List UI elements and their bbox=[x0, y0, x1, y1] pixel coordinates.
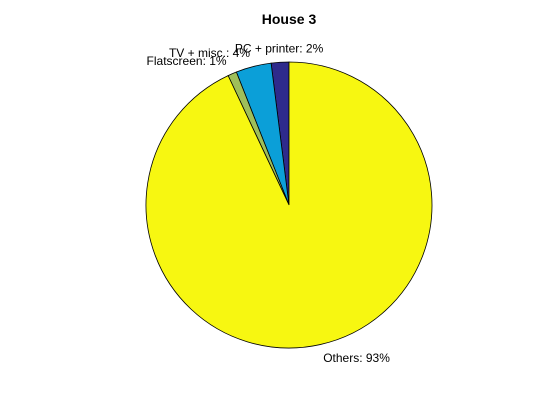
pie-slices bbox=[145, 61, 433, 349]
pie-labels: PC + printer: 2%TV + misc.: 4%Flatscreen… bbox=[147, 41, 391, 365]
pie-label-1: PC + printer: 2% bbox=[235, 41, 324, 55]
pie-label-3: Flatscreen: 1% bbox=[147, 54, 227, 68]
chart-title: House 3 bbox=[262, 11, 317, 27]
pie-label-4: Others: 93% bbox=[323, 351, 390, 365]
pie-slice-4 bbox=[145, 61, 433, 349]
pie-label-2: TV + misc.: 4% bbox=[169, 46, 250, 60]
